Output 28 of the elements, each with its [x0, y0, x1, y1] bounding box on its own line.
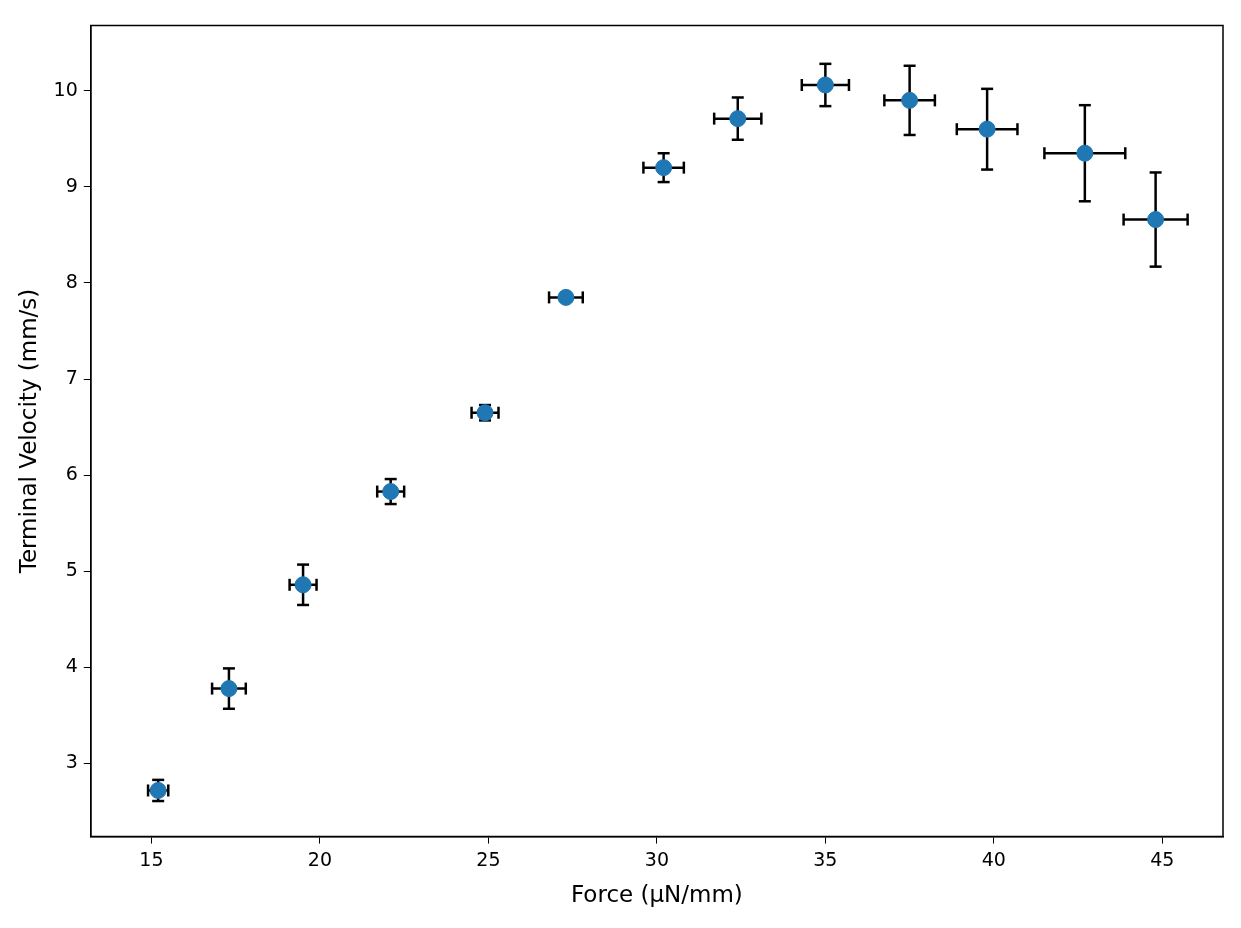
x-tick-label: 35 — [813, 847, 838, 870]
x-tick-label: 20 — [307, 847, 333, 870]
point — [729, 110, 747, 128]
x-tick-label: 30 — [644, 847, 669, 870]
y-tick-label: 8 — [65, 269, 78, 292]
x-axis-title: Force (µN/mm) — [570, 881, 743, 908]
point — [655, 159, 673, 177]
point — [816, 76, 834, 94]
x-tick-label: 25 — [476, 847, 501, 870]
y-tick-label: 9 — [65, 173, 78, 196]
y-tick-label: 4 — [65, 654, 78, 677]
point — [294, 576, 312, 594]
point — [901, 91, 919, 109]
y-tick-label: 7 — [65, 366, 78, 389]
point — [557, 288, 575, 306]
point — [1147, 211, 1165, 229]
y-tick-label: 5 — [65, 558, 78, 581]
point — [382, 483, 400, 501]
x-tick-label: 45 — [1150, 847, 1175, 870]
y-tick-label: 6 — [65, 462, 78, 485]
y-tick-label: 3 — [65, 750, 78, 773]
point — [978, 120, 996, 138]
x-tick-label: 40 — [981, 847, 1006, 870]
point — [220, 680, 238, 698]
y-axis-title: Terminal Velocity (mm/s) — [14, 288, 41, 575]
point — [1076, 144, 1094, 162]
x-tick-label: 15 — [139, 847, 164, 870]
y-tick-label: 10 — [53, 77, 78, 100]
